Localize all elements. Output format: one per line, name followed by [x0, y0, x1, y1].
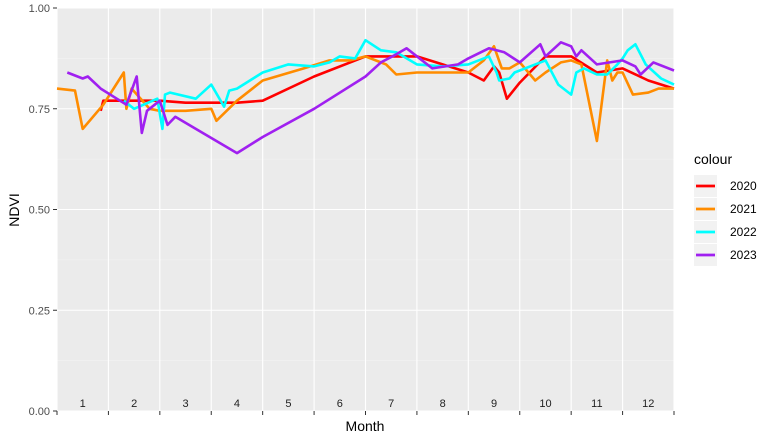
month-label: 11 — [591, 398, 602, 410]
month-label: 12 — [642, 398, 654, 410]
month-label: 2 — [131, 398, 137, 410]
legend: colour 2020 2021 2022 2023 — [694, 151, 757, 266]
y-tick-label: 1.00 — [29, 3, 50, 15]
y-axis: 0.00 0.25 0.50 0.75 1.00 — [29, 3, 57, 418]
series-layer — [56, 38, 675, 155]
y-tick-label: 0.50 — [29, 205, 50, 217]
month-label: 7 — [388, 398, 394, 410]
month-label: 3 — [182, 398, 188, 410]
y-tick-label: 0.25 — [29, 305, 50, 317]
legend-title: colour — [694, 151, 732, 167]
series-line-2023 — [66, 40, 675, 155]
month-label: 5 — [285, 398, 291, 410]
y-tick-label: 0.75 — [29, 104, 50, 116]
month-label: 10 — [539, 398, 551, 410]
month-label: 4 — [234, 398, 240, 410]
legend-label: 2021 — [730, 202, 757, 216]
y-axis-title: NDVI — [6, 193, 22, 226]
month-label: 1 — [80, 398, 86, 410]
legend-label: 2022 — [730, 225, 757, 239]
x-axis-title: Month — [346, 418, 385, 434]
legend-label: 2023 — [730, 248, 757, 262]
legend-label: 2020 — [730, 179, 757, 193]
series-line-2020 — [99, 55, 675, 112]
month-label: 8 — [440, 398, 446, 410]
x-axis — [56, 411, 675, 415]
month-label: 6 — [337, 398, 343, 410]
y-tick-label: 0.00 — [29, 406, 50, 418]
month-labels: 1 2 3 4 5 6 7 8 9 10 11 12 — [80, 398, 655, 410]
month-label: 9 — [491, 398, 497, 410]
